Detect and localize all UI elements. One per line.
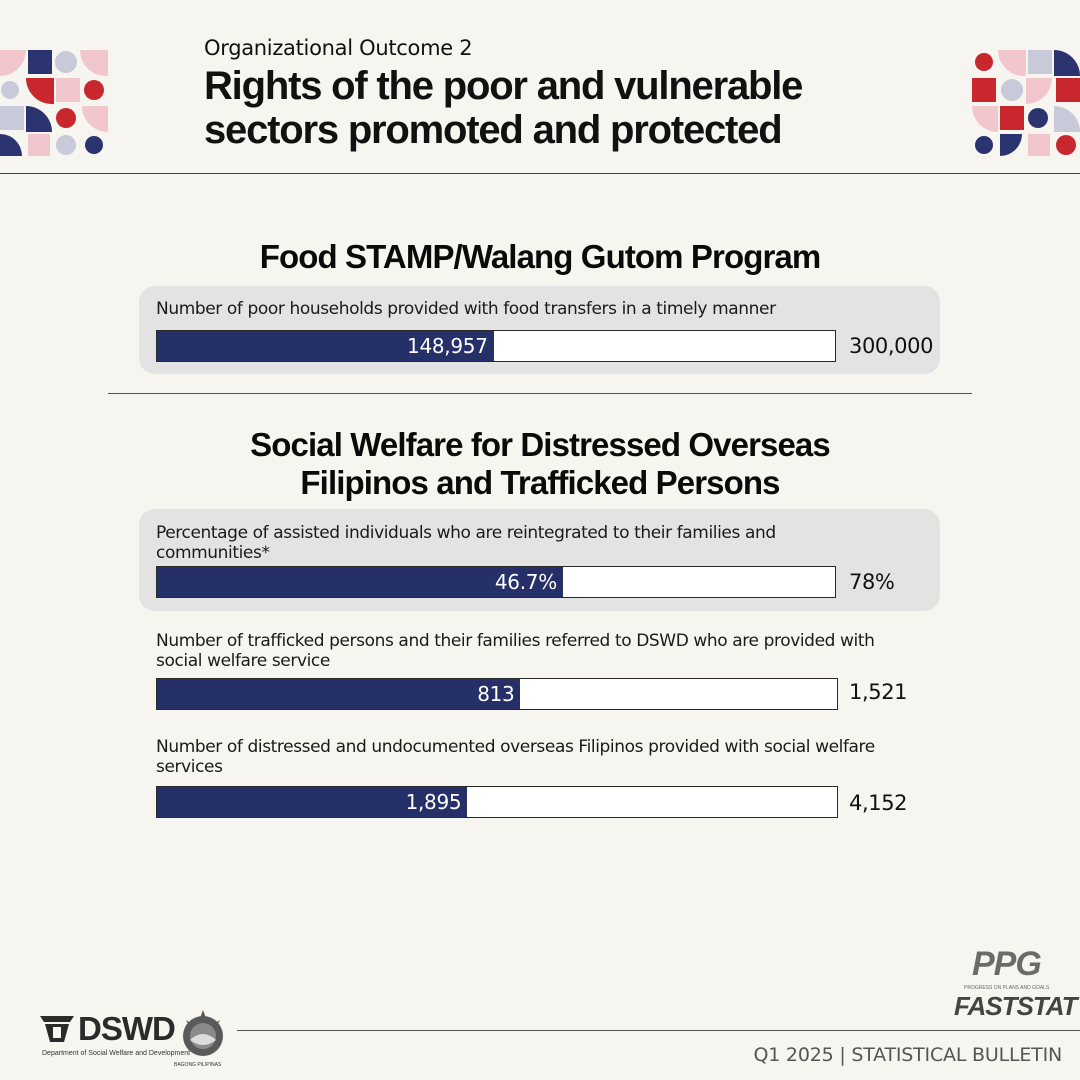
header-title-line-2: sectors promoted and protected [204,108,783,152]
indicator-3-label: Number of trafficked persons and their f… [156,631,875,671]
header: Organizational Outcome 2 Rights of the p… [204,36,904,152]
header-rule [0,173,1080,174]
indicator-4-label: Number of distressed and undocumented ov… [156,737,875,777]
indicator-2-actual-label: 46.7% [494,570,557,594]
indicator-1-bar-track: 148,957 [156,330,836,362]
indicator-1-bar-fill: 148,957 [157,331,494,361]
faststat-logo-word: FASTSTAT [954,991,1077,1021]
indicator-2-bar-track: 46.7% [156,566,836,598]
indicator-4-actual-label: 1,895 [405,790,462,814]
indicator-3-actual-label: 813 [477,682,515,706]
header-title-line-1: Rights of the poor and vulnerable [204,64,803,108]
indicator-1-label: Number of poor households provided with … [156,299,776,319]
indicator-3-target-label: 1,521 [849,680,908,704]
section-title-food-stamp: Food STAMP/Walang Gutom Program [259,238,821,275]
bagong-pilipinas-seal-label: BAGONG PILIPINAS [174,1062,222,1068]
indicator-2-bar-fill: 46.7% [157,567,563,597]
header-title: Rights of the poor and vulnerable sector… [204,64,904,152]
bagong-pilipinas-seal-icon [183,1010,223,1056]
section-divider [108,393,972,394]
section-title-overseas-filipinos: Social Welfare for Distressed Overseas F… [0,426,1080,502]
indicator-3-bar-fill: 813 [157,679,521,709]
section-2-title-line-1: Social Welfare for Distressed Overseas [250,426,831,463]
dswd-logo: DSWD Department of Social Welfare and De… [40,1010,240,1070]
indicator-4-bar-track: 1,895 [156,786,838,818]
indicator-1-actual-label: 148,957 [407,334,488,358]
decorative-pattern-right [972,50,1080,156]
indicator-4-target-label: 4,152 [849,791,908,815]
section-2-title-line-2: Filipinos and Trafficked Persons [300,464,780,501]
dswd-emblem-icon [40,1016,74,1042]
decorative-pattern-left [0,50,108,156]
header-subtitle: Organizational Outcome 2 [204,36,473,60]
bulletin-label: Q1 2025 | STATISTICAL BULLETIN [753,1044,1062,1066]
indicator-2-target-label: 78% [849,570,895,594]
indicator-1-target-label: 300,000 [849,334,934,358]
ppg-faststat-logo: PPG PROGRESS ON PLANS AND GOALS FASTSTAT [940,945,1077,1021]
footer-rule [237,1030,1080,1031]
dswd-logo-subtitle: Department of Social Welfare and Develop… [42,1050,191,1057]
dswd-logo-word: DSWD [78,1010,176,1047]
ppg-logo-subtitle: PROGRESS ON PLANS AND GOALS [964,985,1050,991]
ppg-logo-word: PPG [972,945,1042,983]
indicator-2-label: Percentage of assisted individuals who a… [156,523,776,563]
indicator-4-bar-fill: 1,895 [157,787,468,817]
indicator-3-bar-track: 813 [156,678,838,710]
